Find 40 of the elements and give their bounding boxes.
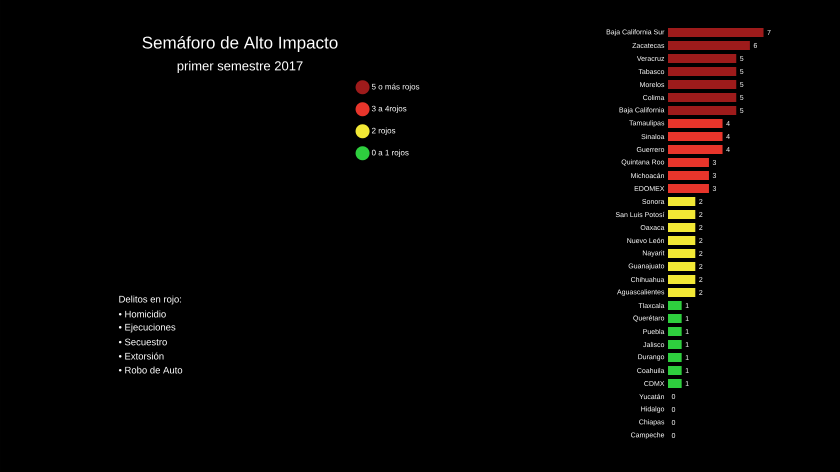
bar	[668, 236, 696, 246]
bar	[668, 93, 736, 102]
text: Semáforo de Alto Impacto	[142, 36, 338, 52]
bar	[668, 314, 682, 324]
bar	[668, 158, 709, 168]
bar	[668, 67, 736, 76]
bar	[668, 145, 723, 154]
bar	[668, 184, 709, 194]
bar	[668, 249, 696, 258]
text: • Extorsión	[118, 352, 164, 360]
bar	[668, 80, 736, 90]
bar	[668, 275, 696, 284]
bar	[668, 210, 696, 220]
bar	[668, 301, 682, 310]
bar	[668, 28, 764, 38]
text: • Homicidio	[118, 310, 166, 318]
bar	[668, 41, 750, 50]
bar	[668, 262, 696, 272]
bar	[668, 171, 709, 180]
bar	[668, 132, 723, 142]
text: • Ejecuciones	[118, 324, 176, 332]
legend-label: 5 o más rojos	[372, 84, 420, 92]
text: • Robo de Auto	[118, 366, 182, 374]
bar	[668, 353, 682, 362]
bar	[668, 288, 696, 298]
legend-label: 3 a 4rojos	[372, 106, 406, 114]
text: Delitos en rojo:	[119, 296, 182, 304]
bar	[668, 366, 682, 376]
bar	[668, 223, 696, 232]
bar	[668, 327, 682, 336]
bar	[668, 119, 723, 128]
legend-label: 0 a 1 rojos	[372, 150, 409, 158]
legend-label: 2 rojos	[372, 128, 396, 136]
text: primer semestre 2017	[178, 60, 303, 74]
bar	[668, 54, 736, 64]
bar	[668, 340, 682, 350]
bar	[668, 197, 696, 206]
bar	[668, 379, 682, 388]
text: • Secuestro	[118, 338, 167, 346]
bar	[668, 106, 736, 116]
